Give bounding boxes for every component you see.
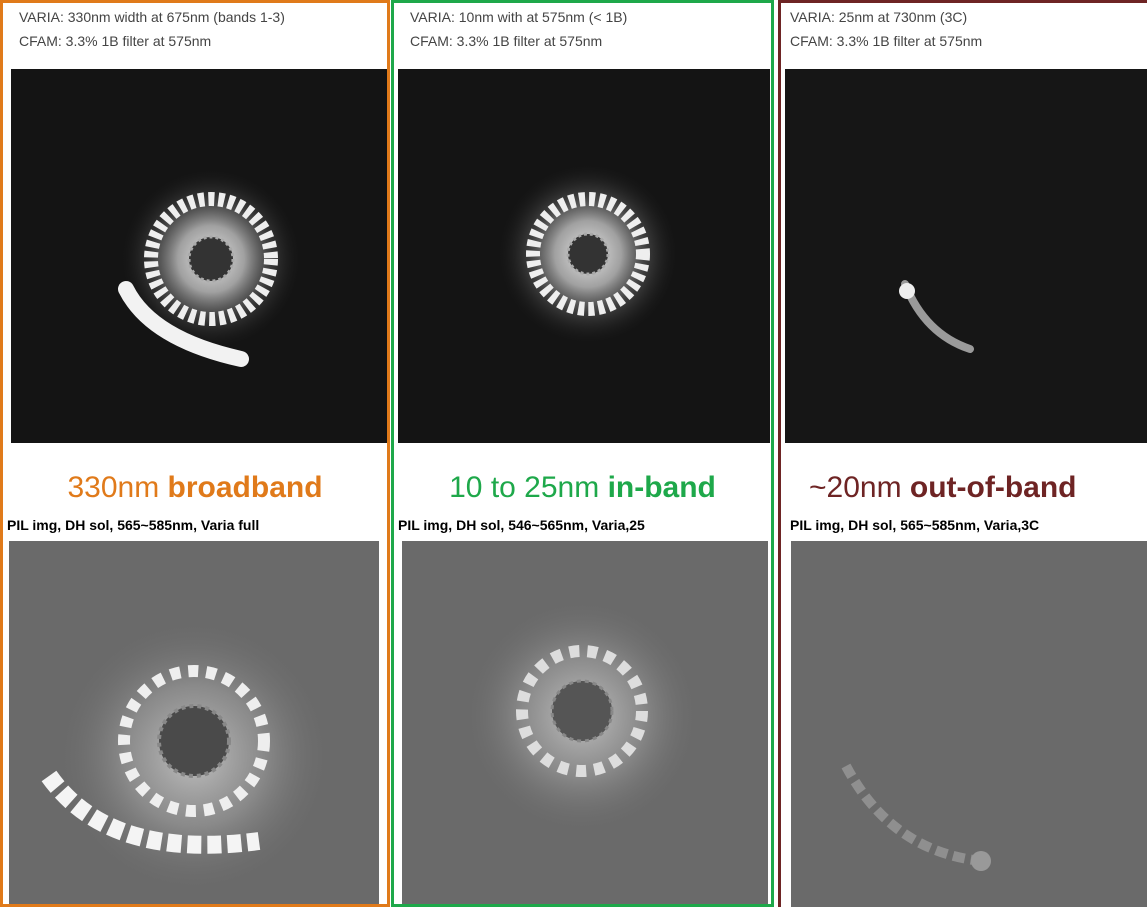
panel-label: 330nm broadband <box>3 471 387 505</box>
plot-title: PIL img, DH sol, 546~565nm, Varia,25 <box>398 517 645 533</box>
simulated-image <box>402 541 768 907</box>
header-line: VARIA: 330nm width at 675nm (bands 1-3) <box>19 9 285 25</box>
camera-image <box>11 69 387 443</box>
plot-title: PIL img, DH sol, 565~585nm, Varia,3C <box>790 517 1039 533</box>
panel: VARIA: 330nm width at 675nm (bands 1-3) … <box>0 0 390 907</box>
label-text: ~20nm <box>809 471 910 504</box>
label-bold: in-band <box>608 471 716 504</box>
simulated-image <box>791 541 1147 907</box>
panel: VARIA: 10nm with at 575nm (< 1B) CFAM: 3… <box>391 0 774 907</box>
camera-image <box>785 69 1147 443</box>
header-line: CFAM: 3.3% 1B filter at 575nm <box>410 33 602 49</box>
figure: VARIA: 330nm width at 675nm (bands 1-3) … <box>0 0 1147 907</box>
panel: VARIA: 25nm at 730nm (3C) CFAM: 3.3% 1B … <box>778 0 1147 907</box>
camera-image <box>398 69 770 443</box>
simulated-image <box>9 541 379 907</box>
header-line: VARIA: 10nm with at 575nm (< 1B) <box>410 9 627 25</box>
header-line: CFAM: 3.3% 1B filter at 575nm <box>790 33 982 49</box>
header-line: VARIA: 25nm at 730nm (3C) <box>790 9 967 25</box>
plot-title: PIL img, DH sol, 565~585nm, Varia full <box>7 517 259 533</box>
label-text: 10 to 25nm <box>449 471 607 504</box>
panel-label: ~20nm out-of-band <box>809 471 1147 505</box>
header-line: CFAM: 3.3% 1B filter at 575nm <box>19 33 211 49</box>
label-bold: out-of-band <box>910 471 1077 504</box>
panel-label: 10 to 25nm in-band <box>394 471 771 505</box>
label-bold: broadband <box>168 471 323 504</box>
label-text: 330nm <box>67 471 167 504</box>
